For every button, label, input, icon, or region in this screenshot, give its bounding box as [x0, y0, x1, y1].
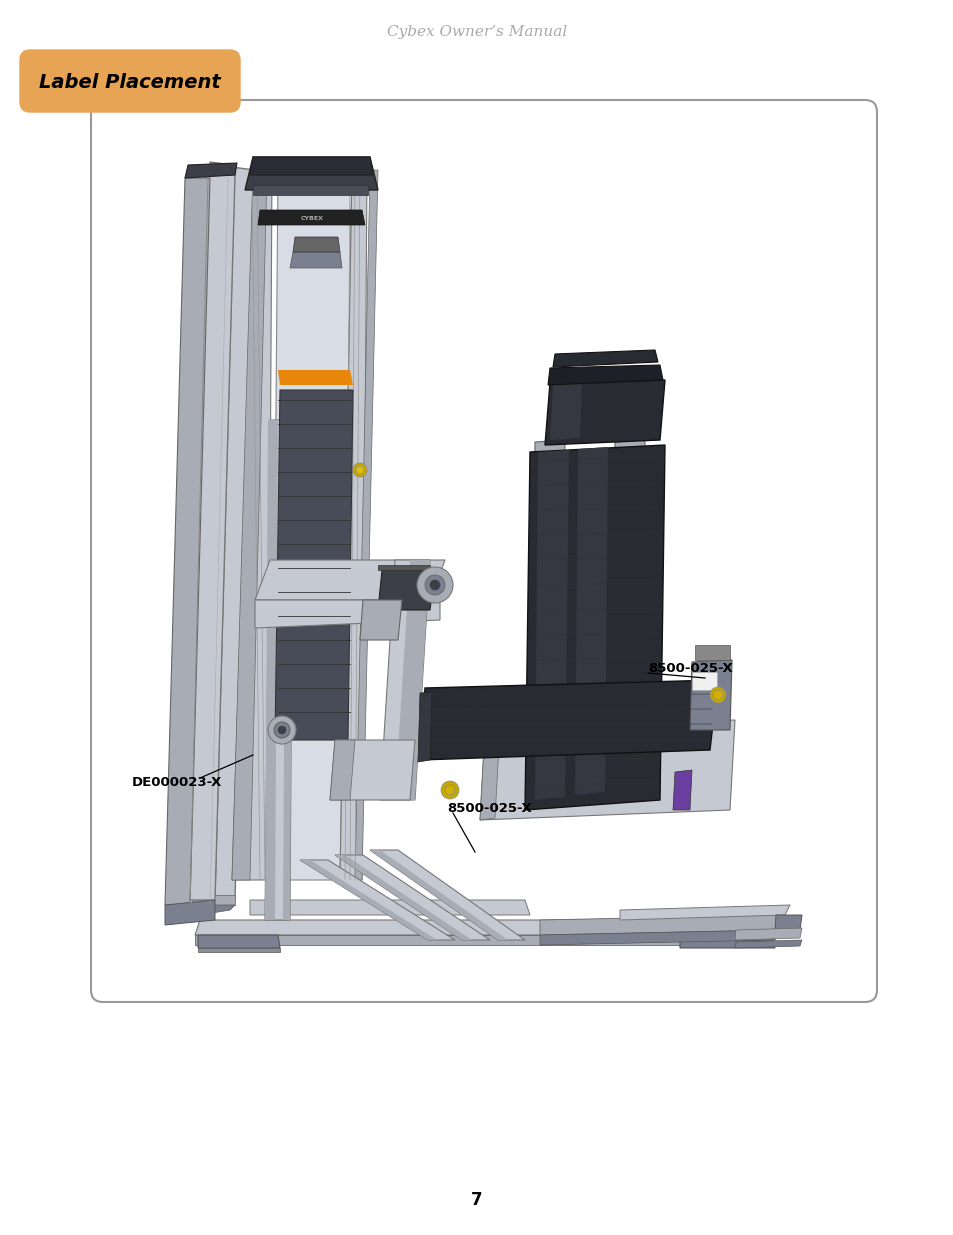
Polygon shape [689, 659, 731, 730]
Polygon shape [254, 600, 439, 629]
Text: DE000023-X: DE000023-X [132, 776, 222, 788]
Polygon shape [535, 450, 568, 800]
Circle shape [355, 466, 364, 474]
Polygon shape [194, 935, 760, 945]
Polygon shape [370, 850, 507, 940]
FancyBboxPatch shape [20, 49, 240, 112]
Polygon shape [254, 559, 444, 600]
Polygon shape [479, 692, 497, 730]
Polygon shape [198, 948, 280, 952]
Polygon shape [339, 170, 367, 881]
Polygon shape [379, 559, 430, 800]
Polygon shape [679, 935, 774, 948]
Polygon shape [257, 210, 365, 225]
Circle shape [712, 690, 722, 700]
FancyBboxPatch shape [91, 100, 876, 1002]
Text: CYBEX: CYBEX [300, 215, 323, 221]
Polygon shape [290, 252, 341, 268]
Polygon shape [359, 600, 401, 640]
Circle shape [416, 567, 453, 603]
Polygon shape [335, 855, 490, 940]
Polygon shape [250, 157, 373, 175]
Polygon shape [232, 170, 267, 881]
Circle shape [709, 687, 725, 703]
Polygon shape [539, 915, 780, 935]
Polygon shape [774, 915, 801, 930]
Polygon shape [395, 559, 430, 800]
Polygon shape [265, 420, 293, 920]
Circle shape [440, 781, 458, 799]
Circle shape [274, 722, 290, 739]
Polygon shape [293, 237, 339, 252]
Polygon shape [283, 420, 293, 920]
Polygon shape [609, 440, 644, 800]
Polygon shape [165, 178, 210, 905]
Polygon shape [198, 935, 280, 948]
Polygon shape [417, 692, 432, 762]
Polygon shape [250, 900, 530, 915]
Polygon shape [550, 383, 581, 440]
Polygon shape [377, 571, 435, 610]
Polygon shape [547, 366, 662, 385]
Polygon shape [419, 680, 718, 760]
Polygon shape [479, 727, 499, 820]
Polygon shape [734, 940, 801, 948]
Circle shape [353, 463, 367, 477]
Text: 7: 7 [471, 1191, 482, 1209]
Circle shape [268, 716, 295, 743]
Polygon shape [277, 370, 353, 385]
Polygon shape [619, 905, 789, 920]
Polygon shape [232, 170, 272, 881]
Polygon shape [335, 855, 472, 940]
Polygon shape [265, 420, 277, 920]
Text: 8500-025-X: 8500-025-X [647, 662, 732, 674]
Polygon shape [190, 165, 254, 900]
Polygon shape [695, 645, 729, 659]
Polygon shape [190, 162, 234, 900]
Polygon shape [299, 860, 455, 940]
Polygon shape [165, 900, 214, 925]
Polygon shape [553, 350, 658, 367]
Polygon shape [691, 672, 717, 690]
Polygon shape [245, 157, 377, 190]
Polygon shape [355, 170, 377, 881]
Polygon shape [370, 850, 524, 940]
Polygon shape [192, 905, 234, 915]
Circle shape [444, 785, 455, 795]
Polygon shape [194, 920, 769, 935]
Polygon shape [299, 860, 436, 940]
Polygon shape [330, 740, 355, 800]
Polygon shape [192, 895, 234, 905]
Polygon shape [253, 185, 368, 195]
Polygon shape [479, 690, 535, 730]
Polygon shape [479, 720, 734, 820]
Polygon shape [544, 380, 664, 445]
Circle shape [424, 576, 444, 595]
Text: Cybex Owner’s Manual: Cybex Owner’s Manual [387, 25, 566, 40]
Circle shape [430, 580, 439, 590]
Polygon shape [377, 564, 430, 571]
Circle shape [277, 726, 286, 734]
Polygon shape [524, 445, 664, 810]
Polygon shape [539, 930, 780, 945]
Polygon shape [672, 769, 691, 810]
Polygon shape [254, 600, 270, 620]
Polygon shape [734, 927, 801, 940]
Polygon shape [575, 447, 607, 795]
Polygon shape [185, 163, 236, 178]
Polygon shape [530, 440, 564, 805]
Polygon shape [330, 740, 415, 800]
Polygon shape [272, 170, 352, 881]
Text: 8500-025-X: 8500-025-X [447, 802, 531, 815]
Polygon shape [185, 175, 234, 900]
Polygon shape [274, 390, 353, 740]
Text: Label Placement: Label Placement [39, 74, 221, 93]
